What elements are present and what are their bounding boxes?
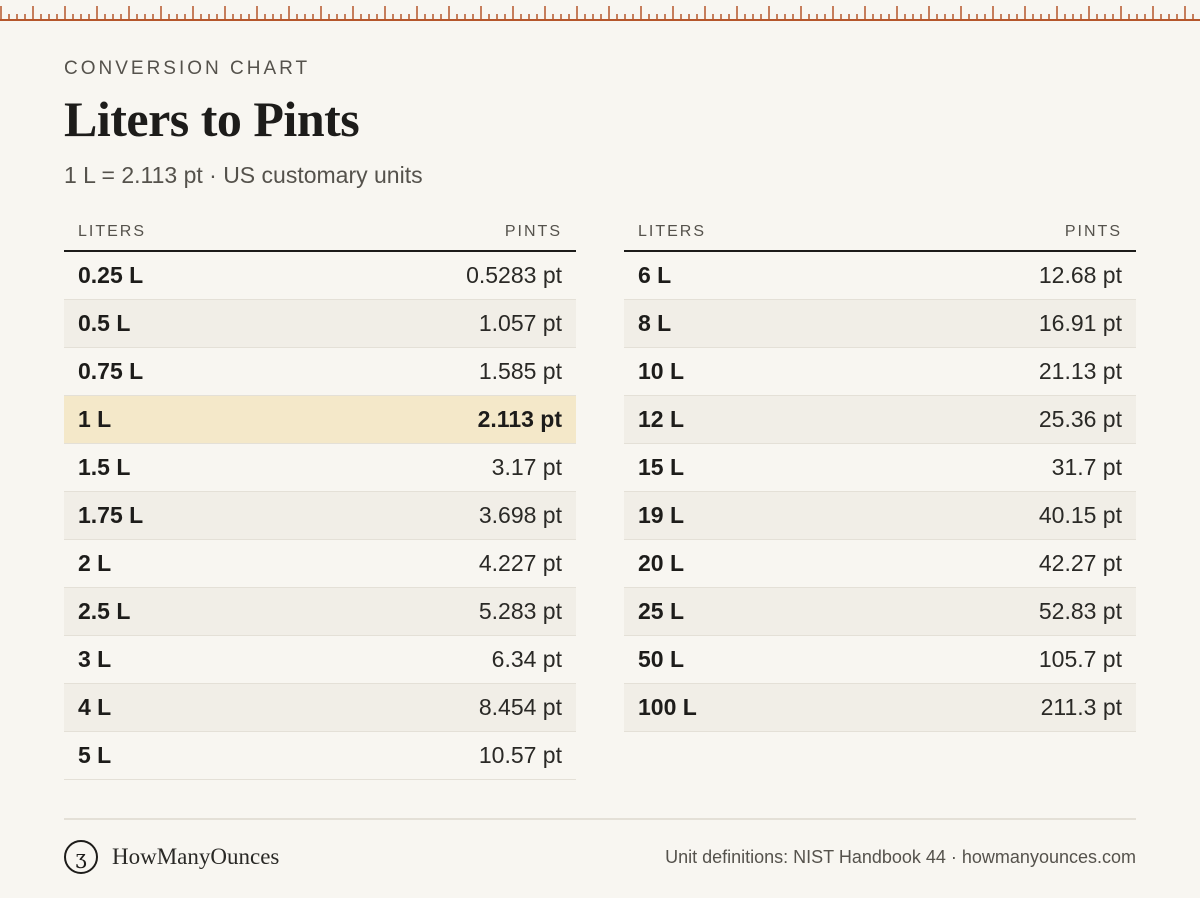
table-row: 8 L 16.91 pt [624,300,1136,348]
liters-value: 2 L [78,550,112,576]
table-row: 1.75 L 3.698 pt [64,492,576,540]
pints-value: 3.17 pt [491,454,562,480]
footer: ʒ HowManyOunces Unit definitions: NIST H… [64,818,1136,898]
table-row: 1.5 L 3.17 pt [64,444,576,492]
liters-value: 0.5 L [78,310,131,336]
pints-value: 105.7 pt [1038,646,1122,672]
liters-value: 3 L [78,646,112,672]
pints-value: 211.3 pt [1040,694,1122,720]
source-note: Unit definitions: NIST Handbook 44 · how… [665,846,1136,867]
liters-value: 1 L [78,406,112,432]
liters-value: 10 L [638,358,685,384]
liters-value: 19 L [638,502,685,528]
table-row: 50 L 105.7 pt [624,636,1136,684]
column-header-pints: PINTS [1064,223,1122,240]
brand-name: HowManyOunces [112,844,280,869]
pints-value: 40.15 pt [1038,502,1122,528]
table-header: LITERS PINTS [64,214,576,252]
brand[interactable]: ʒ HowManyOunces [64,840,279,874]
table-row: 4 L 8.454 pt [64,684,576,732]
pints-value: 12.68 pt [1038,262,1122,288]
liters-value: 5 L [78,742,112,768]
pints-value: 21.13 pt [1038,358,1122,384]
table-row: 0.75 L 1.585 pt [64,348,576,396]
pints-value: 1.585 pt [478,358,562,384]
pints-value: 25.36 pt [1038,406,1122,432]
page-title: Liters to Pints [64,91,360,147]
table-row: 25 L 52.83 pt [624,588,1136,636]
liters-value: 1.5 L [78,454,131,480]
liters-value: 100 L [638,694,697,720]
pints-value: 10.57 pt [478,742,562,768]
liters-value: 12 L [638,406,685,432]
pints-value: 31.7 pt [1051,454,1122,480]
liters-value: 8 L [638,310,672,336]
table-body: 0.25 L 0.5283 pt 0.5 L 1.057 pt 0.75 L 1.585 … [64,252,576,780]
table-row: 6 L 12.68 pt [624,252,1136,300]
liters-value: 4 L [78,694,112,720]
table-row: 15 L 31.7 pt [624,444,1136,492]
pints-value: 5.283 pt [478,598,562,624]
table-row-highlighted: 1 L 2.113 pt [64,396,576,444]
table-row: 100 L 211.3 pt [624,684,1136,732]
column-header-pints: PINTS [504,223,562,240]
header: CONVERSION CHART Liters to Pints 1 L = 2… [64,58,1136,190]
pints-value: 6.34 pt [491,646,562,672]
pints-value: 2.113 pt [477,406,562,432]
table-row: 2 L 4.227 pt [64,540,576,588]
pints-value: 42.27 pt [1038,550,1122,576]
pints-value: 52.83 pt [1038,598,1122,624]
liters-value: 2.5 L [78,598,131,624]
pints-value: 4.227 pt [478,550,562,576]
liters-value: 15 L [638,454,685,480]
table-row: 3 L 6.34 pt [64,636,576,684]
eyebrow-label: CONVERSION CHART [64,58,311,79]
logo-icon: ʒ [64,840,98,874]
conversion-table: LITERS PINTS 0.25 L 0.5283 pt 0.5 L 1.057 pt 0… [64,214,576,780]
pints-value: 8.454 pt [478,694,562,720]
liters-value: 0.75 L [78,358,144,384]
page-subtitle: 1 L = 2.113 pt · US customary units [64,162,423,188]
liters-value: 1.75 L [78,502,144,528]
table-row: 2.5 L 5.283 pt [64,588,576,636]
column-header-liters: LITERS [78,223,147,240]
pints-value: 3.698 pt [478,502,562,528]
liters-value: 0.25 L [78,262,144,288]
table-row: 10 L 21.13 pt [624,348,1136,396]
column-header-liters: LITERS [638,223,707,240]
pints-value: 1.057 pt [478,310,562,336]
table-row: 19 L 40.15 pt [624,492,1136,540]
table-row: 20 L 42.27 pt [624,540,1136,588]
conversion-table: LITERS PINTS 6 L 12.68 pt 8 L 16.91 pt 10 L 21.… [624,214,1136,780]
liters-value: 25 L [638,598,685,624]
table-header: LITERS PINTS [624,214,1136,252]
liters-value: 20 L [638,550,685,576]
table-row: 12 L 25.36 pt [624,396,1136,444]
table-row: 5 L 10.57 pt [64,732,576,780]
conversion-tables: LITERS PINTS 0.25 L 0.5283 pt 0.5 L 1.057 pt 0… [64,214,1136,780]
liters-value: 6 L [638,262,672,288]
ruler-decoration [0,0,1200,22]
table-row: 0.5 L 1.057 pt [64,300,576,348]
liters-value: 50 L [638,646,685,672]
table-row: 0.25 L 0.5283 pt [64,252,576,300]
table-body: 6 L 12.68 pt 8 L 16.91 pt 10 L 21.13 pt 12 L 25… [624,252,1136,732]
pints-value: 16.91 pt [1038,310,1122,336]
pints-value: 0.5283 pt [466,262,562,288]
